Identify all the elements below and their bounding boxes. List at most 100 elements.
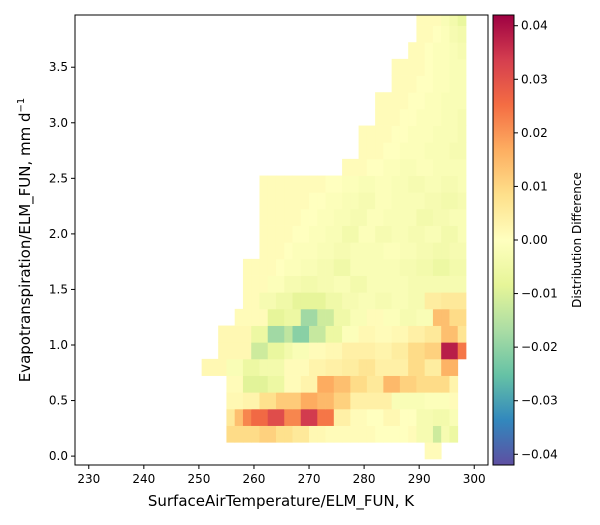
heatmap-cell [408,342,417,360]
heatmap-cell [292,375,302,393]
heatmap-cell [275,175,285,193]
heatmap-cell [325,392,335,410]
heatmap-cell [333,392,343,410]
heatmap-cell [366,208,376,226]
heatmap-cell [358,258,368,276]
heatmap-cell [300,392,310,410]
heatmap-cell [317,225,326,243]
heatmap-cell [309,358,318,376]
heatmap-cell [441,375,450,393]
heatmap-cell [441,125,450,143]
heatmap-cell [267,292,277,310]
heatmap-cell [333,342,343,360]
heatmap-cell [251,392,260,410]
heatmap-cell [408,308,417,326]
heatmap-cell [408,325,417,343]
heatmap-cell [317,325,326,343]
heatmap-cell [457,58,467,76]
heatmap-cell [358,425,368,443]
heatmap-cell [391,92,401,110]
plot-area [74,14,489,466]
heatmap-cell [399,108,409,126]
heatmap-cell [449,75,459,93]
colorbar-tick-label: −0.03 [521,394,558,408]
heatmap-cell [325,225,335,243]
heatmap-cell [350,192,359,210]
heatmap-cell [457,325,467,343]
x-axis-label: SurfaceAirTemperature/ELM_FUN, K [148,492,415,511]
heatmap-cell [325,308,335,326]
heatmap-cell [424,175,434,193]
y-axis-label: Evapotranspiration/ELM_FUN, mm d−1 [16,98,35,383]
heatmap-cell [309,242,318,260]
heatmap-cell [358,175,368,193]
heatmap-cell [424,208,434,226]
heatmap-cell [432,408,442,426]
heatmap-cell [424,325,434,343]
heatmap-cell [350,375,359,393]
colorbar-tick-label: 0.04 [521,19,548,33]
heatmap-cell [383,325,393,343]
heatmap-cell [275,392,285,410]
heatmap-cell [358,275,368,293]
heatmap-cell [309,325,318,343]
heatmap-cell [259,425,269,443]
heatmap-cell [300,308,310,326]
heatmap-cell [259,342,269,360]
heatmap-cell [424,375,434,393]
heatmap-cell [383,175,393,193]
colorbar-tick-label: 0.03 [521,72,548,86]
heatmap-cell [366,225,376,243]
heatmap-cell [333,375,343,393]
heatmap-cell [284,192,293,210]
heatmap-cell [391,358,401,376]
heatmap-cell [325,358,335,376]
heatmap-cell [366,242,376,260]
heatmap-cell [424,192,434,210]
heatmap-cell [408,175,417,193]
heatmap-cell [424,408,434,426]
heatmap-cell [267,192,277,210]
heatmap-cell [366,375,376,393]
heatmap-cell [408,242,417,260]
heatmap-cell [416,58,426,76]
heatmap-cell [366,392,376,410]
heatmap-cell [350,208,359,226]
y-tick-label: 1.5 [49,282,68,296]
heatmap-cell [424,15,434,26]
heatmap-cell [408,425,417,443]
heatmap-cell [284,242,293,260]
heatmap-cell [408,358,417,376]
heatmap-cell [275,275,285,293]
heatmap-cell [432,425,442,443]
heatmap-cell [399,158,409,176]
heatmap-cell [383,208,393,226]
heatmap-cell [300,208,310,226]
heatmap-cell [259,292,269,310]
heatmap-cell [259,242,269,260]
heatmap-cell [300,192,310,210]
heatmap-cell [358,208,368,226]
heatmap-cell [432,258,442,276]
heatmap-cell [441,242,450,260]
heatmap-cell [424,158,434,176]
heatmap-cell [424,275,434,293]
heatmap-cell [449,308,459,326]
heatmap-cell [432,15,442,26]
heatmap-cell [309,225,318,243]
heatmap-cell [226,425,236,443]
heatmap-cell [292,275,302,293]
heatmap-cell [234,325,244,343]
heatmap-cell [449,275,459,293]
heatmap-cell [416,425,426,443]
heatmap-cell [292,425,302,443]
heatmap-cell [399,75,409,93]
heatmap-cell [375,175,384,193]
heatmap-cell [457,258,467,276]
heatmap-cell [449,375,459,393]
heatmap-cell [457,225,467,243]
heatmap-cell [366,192,376,210]
heatmap-cell [416,42,426,60]
heatmap-cell [325,292,335,310]
heatmap-cell [457,275,467,293]
